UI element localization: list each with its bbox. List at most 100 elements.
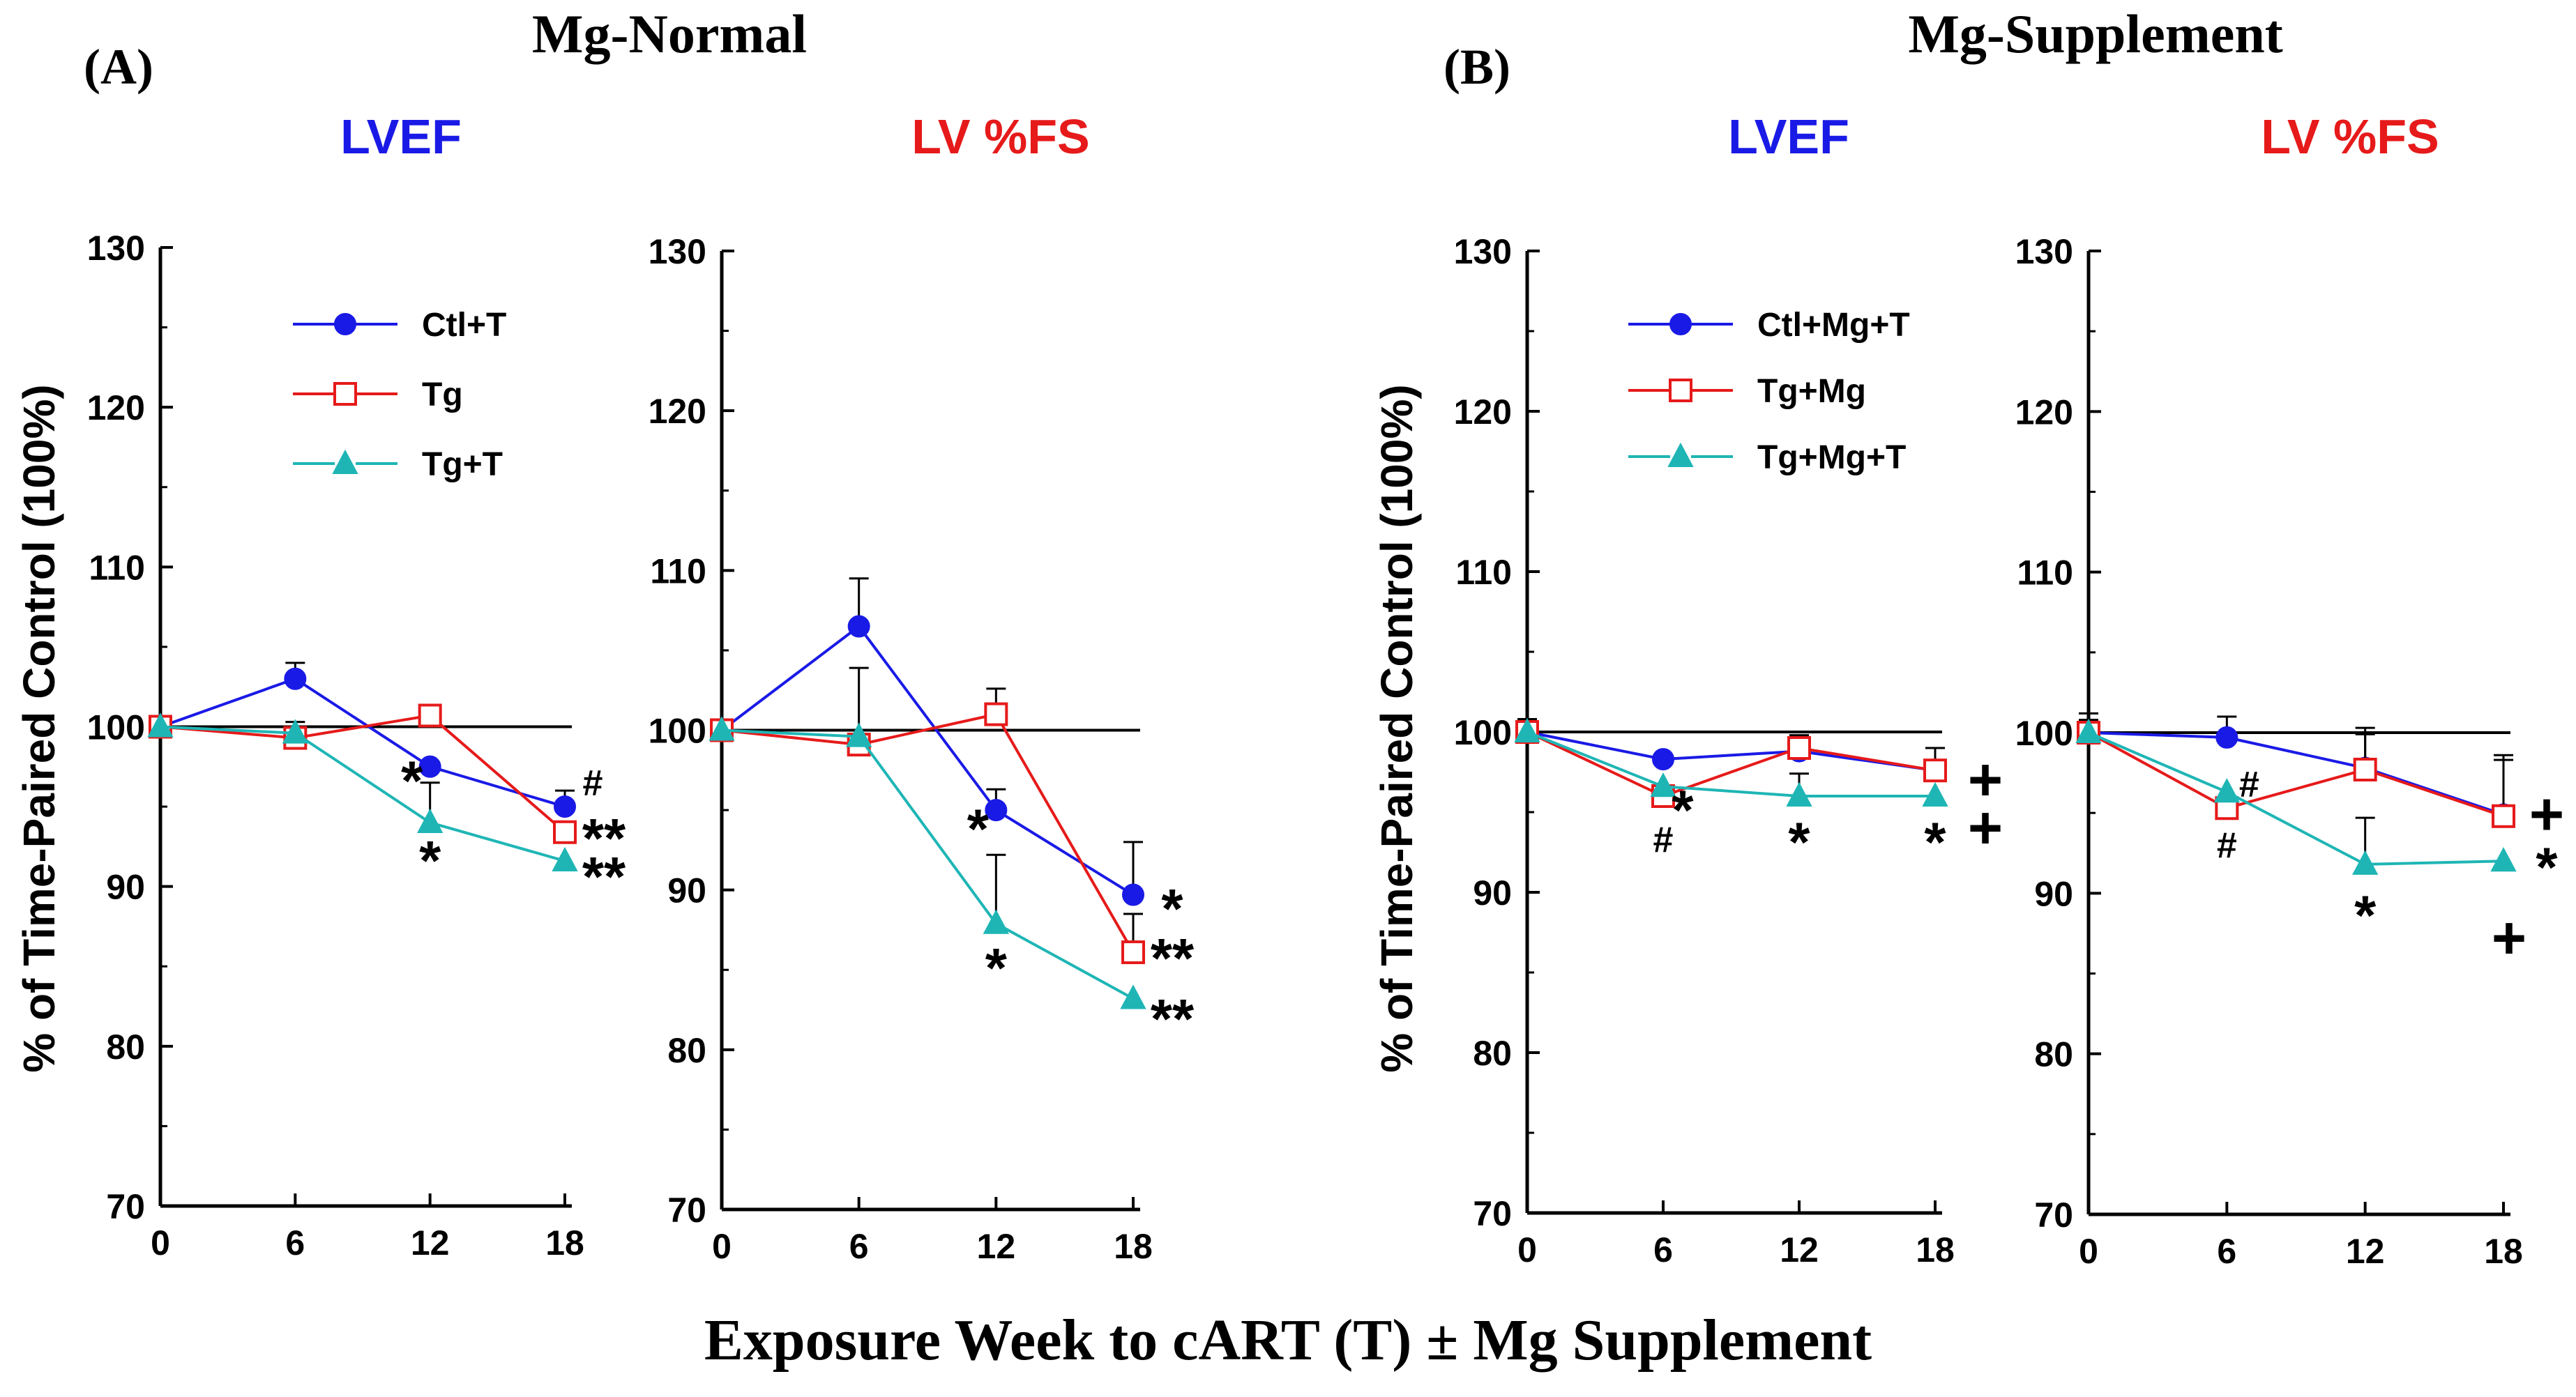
data-point (552, 846, 578, 871)
series-line (2088, 731, 2504, 818)
legend-label: Tg+Mg+T (1757, 439, 1906, 476)
x-tick-label: 12 (411, 1223, 450, 1262)
chart-title: LVEF (1728, 109, 1849, 164)
data-point (284, 667, 307, 690)
y-tick-label: 130 (2015, 232, 2073, 271)
y-tick-label: 80 (1473, 1034, 1512, 1073)
data-point (1514, 717, 1540, 742)
data-point (1650, 772, 1676, 797)
y-axis-label-b: % of Time-Paired Control (100%) (1372, 384, 1422, 1072)
y-tick-label: 70 (667, 1191, 706, 1230)
significance-annotation: * (1161, 878, 1183, 940)
legend-marker (1669, 313, 1692, 335)
x-tick-label: 6 (285, 1223, 305, 1262)
y-tick-label: 120 (2015, 392, 2073, 432)
y-tick-label: 90 (2034, 874, 2073, 913)
data-point (2215, 726, 2238, 749)
x-tick-label: 0 (712, 1227, 732, 1266)
data-point (2490, 847, 2517, 872)
y-tick-label: 90 (106, 868, 145, 907)
y-tick-label: 110 (650, 551, 706, 590)
y-tick-label: 90 (667, 871, 706, 910)
x-tick-label: 12 (2346, 1232, 2385, 1271)
data-point (418, 755, 441, 778)
significance-annotation: * (985, 937, 1008, 999)
data-point (2075, 718, 2102, 743)
chart-title: LV %FS (911, 109, 1089, 164)
significance-annotation: * (401, 749, 423, 811)
panel-a-title: Mg-Normal (532, 3, 807, 64)
data-point (709, 716, 735, 741)
series-line (721, 712, 1135, 954)
significance-annotation: # (583, 763, 603, 804)
data-point (1923, 758, 1947, 783)
x-tick-label: 18 (2484, 1232, 2523, 1271)
y-tick-label: 100 (649, 712, 706, 751)
significance-annotation: * (1672, 779, 1694, 841)
series-line (721, 728, 1134, 1000)
y-tick-label: 120 (649, 392, 706, 431)
y-tick-label: 110 (2017, 554, 2073, 593)
chart-title: LV %FS (2261, 109, 2439, 164)
data-point (1121, 940, 1145, 965)
data-point (1786, 781, 1812, 807)
x-tick-label: 0 (2079, 1232, 2098, 1271)
panel-a-label: (A) (84, 39, 153, 95)
legend-label: Tg+Mg (1757, 373, 1866, 410)
y-tick-label: 70 (106, 1187, 145, 1226)
y-tick-label: 120 (87, 388, 145, 427)
legend-label: Ctl+T (422, 307, 506, 344)
data-point (147, 712, 174, 738)
panel-b-label: (B) (1444, 39, 1510, 95)
data-point (417, 808, 444, 833)
y-tick-label: 80 (2034, 1035, 2073, 1074)
x-tick-label: 6 (2217, 1232, 2236, 1271)
series-line (1526, 731, 1935, 797)
data-point (282, 719, 308, 744)
y-tick-label: 130 (649, 232, 706, 271)
y-tick-label: 100 (87, 708, 145, 747)
legend-marker (334, 313, 356, 335)
data-point (1922, 781, 1948, 807)
y-axis-label-a: % of Time-Paired Control (100%) (14, 384, 64, 1072)
legend-label: Tg (422, 376, 463, 413)
x-tick-label: 0 (151, 1223, 170, 1262)
data-point (554, 795, 576, 818)
series-line (160, 714, 566, 834)
x-tick-label: 18 (1114, 1227, 1153, 1266)
panel-b-title: Mg-Supplement (1908, 3, 2282, 64)
x-axis-label: Exposure Week to cART (T) ± Mg Supplemen… (704, 1308, 1872, 1373)
series-line (2088, 731, 2504, 866)
data-point (2213, 778, 2240, 803)
series-line (1526, 731, 1936, 772)
data-point (847, 615, 870, 638)
series-line (1526, 731, 1936, 798)
data-point (1120, 984, 1146, 1009)
legend-marker (1669, 379, 1692, 402)
series-line (720, 624, 1135, 896)
significance-annotation: ** (1151, 988, 1195, 1050)
data-point (1652, 748, 1674, 771)
data-point (2492, 804, 2515, 828)
x-tick-label: 12 (977, 1227, 1016, 1266)
data-point (1122, 883, 1144, 906)
significance-annotation: # (2239, 765, 2259, 805)
x-tick-label: 6 (849, 1227, 869, 1266)
data-point (1787, 736, 1811, 760)
chart-title: LVEF (340, 109, 462, 164)
legend-label: Tg+T (422, 446, 503, 483)
y-tick-label: 110 (89, 548, 145, 587)
series-line (2088, 731, 2504, 816)
legend-marker (1667, 442, 1694, 467)
data-point (985, 799, 1008, 822)
significance-annotation: * (967, 797, 990, 860)
significance-annotation: ** (582, 846, 626, 908)
data-point (553, 820, 577, 844)
significance-annotation: ** (582, 807, 626, 869)
y-tick-label: 80 (106, 1028, 145, 1067)
y-tick-label: 80 (667, 1031, 706, 1070)
